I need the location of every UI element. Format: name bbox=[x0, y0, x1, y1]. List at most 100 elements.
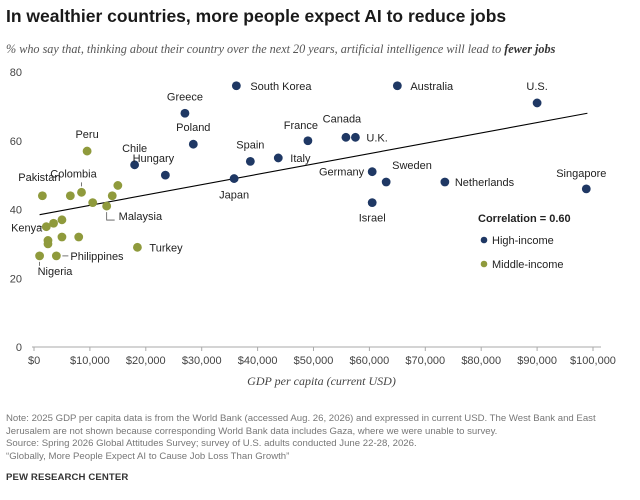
note-line: Note: 2025 GDP per capita data is from t… bbox=[6, 413, 596, 424]
point-chile bbox=[130, 160, 140, 170]
point-israel bbox=[367, 198, 377, 208]
data-point bbox=[49, 218, 58, 228]
y-tick-label: 40 bbox=[10, 205, 22, 217]
y-tick-label: 60 bbox=[10, 136, 22, 148]
point-label: Philippines bbox=[70, 251, 124, 263]
data-points bbox=[35, 81, 591, 261]
point-label: Australia bbox=[410, 81, 454, 93]
y-tick-label: 20 bbox=[10, 273, 22, 285]
point-label: Colombia bbox=[50, 168, 97, 180]
point-pakistan bbox=[37, 191, 47, 201]
x-tick-label: $50,000 bbox=[294, 355, 334, 367]
point-label: Peru bbox=[75, 129, 98, 141]
point-kenya bbox=[41, 222, 51, 232]
x-tick-label: $20,000 bbox=[126, 355, 166, 367]
point-malaysia bbox=[102, 201, 112, 211]
point-label: France bbox=[284, 120, 318, 132]
x-tick-label: $40,000 bbox=[238, 355, 278, 367]
point-label: South Korea bbox=[250, 81, 312, 93]
x-tick-label: $90,000 bbox=[517, 355, 557, 367]
point-germany bbox=[367, 167, 377, 177]
correlation-label: Correlation = 0.60 bbox=[478, 213, 571, 225]
point-label: Netherlands bbox=[455, 177, 515, 189]
point-label: Kenya bbox=[11, 223, 43, 235]
point-label: Canada bbox=[323, 113, 362, 125]
x-tick-label: $80,000 bbox=[461, 355, 501, 367]
point-south-korea bbox=[231, 81, 241, 91]
note-line: Jerusalem are not shown because correspo… bbox=[6, 425, 498, 437]
data-point bbox=[65, 191, 75, 201]
trend-line-group bbox=[39, 112, 588, 216]
data-point bbox=[57, 215, 67, 225]
data-point bbox=[57, 232, 67, 242]
point-label: Turkey bbox=[149, 242, 183, 254]
x-tick-label: $70,000 bbox=[405, 355, 445, 367]
y-tick-label: 80 bbox=[10, 67, 22, 79]
point-label: Israel bbox=[359, 213, 386, 225]
point-label: Greece bbox=[167, 91, 203, 103]
point-label: Nigeria bbox=[38, 266, 74, 278]
point-label: Malaysia bbox=[119, 211, 163, 223]
label-leaders bbox=[38, 182, 115, 266]
point-nigeria bbox=[35, 251, 44, 261]
leader-line bbox=[106, 212, 115, 221]
point-poland bbox=[188, 139, 198, 149]
x-tick-label: $100,000 bbox=[570, 355, 616, 367]
note-line: “Globally, More People Expect AI to Caus… bbox=[6, 450, 290, 462]
data-point bbox=[107, 191, 117, 201]
x-tick-label: $60,000 bbox=[350, 355, 390, 367]
point-labels: South Korea Australia U.S. Greece Poland Fran… bbox=[11, 81, 606, 278]
data-point bbox=[113, 181, 123, 190]
point-hungary bbox=[160, 170, 170, 180]
scatter-chart: 0 20 40 60 80 $0 $10,000 $20,000 $30,000 $40,000 $… bbox=[10, 67, 616, 388]
point-italy bbox=[273, 153, 283, 163]
legend-marker bbox=[480, 260, 488, 268]
point-label: Pakistan bbox=[18, 172, 60, 184]
point-sweden bbox=[381, 177, 391, 187]
x-tick-label: $30,000 bbox=[182, 355, 222, 367]
legend-label: High-income bbox=[492, 235, 554, 247]
chart-subtitle: % who say that, thinking about their cou… bbox=[6, 42, 555, 57]
chart-title: In wealthier countries, more people expe… bbox=[6, 6, 507, 26]
chart-legend: Correlation = 0.60 High-income Middle-inco… bbox=[478, 213, 571, 271]
point-label: Singapore bbox=[556, 168, 606, 180]
chart-axes: 0 20 40 60 80 $0 $10,000 $20,000 $30,000 $40,000 $… bbox=[10, 67, 616, 388]
point-colombia bbox=[77, 187, 86, 197]
trend-line bbox=[39, 112, 588, 216]
x-tick-label: $0 bbox=[28, 355, 40, 367]
point-australia bbox=[392, 81, 402, 91]
point-japan bbox=[229, 174, 239, 183]
point-label: U.K. bbox=[366, 132, 387, 144]
point-label: Poland bbox=[176, 122, 210, 134]
point-label: Spain bbox=[236, 139, 264, 151]
point-peru bbox=[82, 146, 92, 156]
data-point bbox=[74, 232, 84, 242]
note-line: Source: Spring 2026 Global Attitudes Sur… bbox=[6, 438, 417, 450]
point-philippines bbox=[51, 251, 61, 261]
legend-label: Middle-income bbox=[492, 259, 564, 271]
point-france bbox=[303, 136, 313, 146]
point-canada bbox=[341, 132, 351, 142]
x-tick-label: $10,000 bbox=[70, 355, 110, 367]
point-label: Italy bbox=[290, 153, 311, 165]
point-label: Hungary bbox=[133, 153, 175, 165]
point-label: Japan bbox=[219, 190, 249, 202]
point-greece bbox=[180, 108, 190, 118]
point-label: U.S. bbox=[526, 81, 547, 93]
point-netherlands bbox=[440, 177, 450, 187]
footnote: Note: 2025 GDP per capita data is from t… bbox=[6, 413, 632, 463]
data-point bbox=[88, 198, 98, 208]
point-label: Sweden bbox=[392, 160, 432, 172]
point-u-s bbox=[532, 98, 542, 108]
point-label: Germany bbox=[319, 167, 365, 179]
data-point bbox=[43, 239, 53, 249]
point-label: Chile bbox=[122, 143, 147, 155]
source-credit: PEW RESEARCH CENTER bbox=[6, 472, 129, 483]
subtitle-main: % who say that, thinking about their cou… bbox=[6, 42, 505, 56]
legend-marker bbox=[480, 236, 488, 244]
y-tick-label: 0 bbox=[16, 342, 22, 354]
subtitle-emphasis: fewer jobs bbox=[504, 42, 556, 56]
point-spain bbox=[245, 156, 255, 166]
x-axis-label: GDP per capita (current USD) bbox=[247, 374, 396, 388]
point-singapore bbox=[581, 184, 591, 194]
